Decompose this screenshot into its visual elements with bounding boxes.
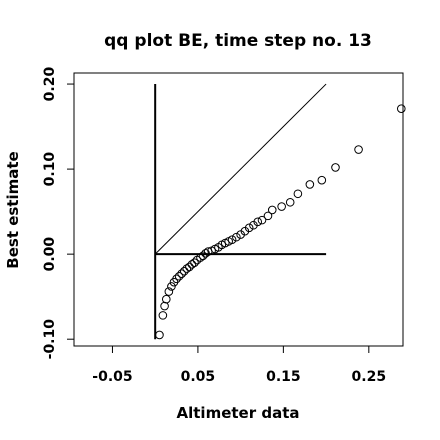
data-point — [285, 197, 295, 207]
y-tick-label: -0.10 — [42, 319, 58, 360]
data-point — [172, 274, 181, 284]
data-point — [196, 253, 205, 262]
data-point — [185, 262, 194, 272]
x-tick-label: 0.05 — [181, 369, 216, 385]
data-point — [257, 215, 267, 225]
data-point — [227, 235, 237, 244]
plot-frame — [73, 72, 404, 347]
data-point — [267, 205, 277, 215]
data-point — [354, 145, 363, 154]
x-tick-label: 0.15 — [266, 369, 301, 385]
data-point — [232, 232, 241, 242]
data-point — [174, 271, 184, 281]
data-point — [190, 258, 199, 267]
data-point — [164, 287, 174, 296]
identity-line — [154, 83, 327, 255]
data-point — [331, 163, 340, 172]
data-point — [317, 175, 327, 185]
x-tick-label: 0.25 — [352, 369, 387, 385]
data-point — [244, 223, 254, 233]
data-points — [155, 104, 406, 340]
data-point — [305, 180, 315, 189]
data-point — [253, 217, 263, 227]
reference-lines — [154, 83, 327, 340]
chart-title: qq plot BE, time step no. 13 — [104, 31, 372, 51]
data-point — [179, 266, 189, 276]
y-axis: -0.10 0.00 0.10 0.20 — [42, 67, 74, 360]
data-point — [277, 202, 286, 211]
data-point — [201, 248, 210, 258]
data-point — [167, 282, 176, 291]
data-point — [158, 311, 168, 320]
x-axis-label: Altimeter data — [177, 404, 300, 422]
data-point — [182, 264, 192, 273]
data-point — [198, 251, 208, 261]
data-point — [293, 189, 303, 199]
data-point — [396, 104, 406, 114]
data-point — [263, 211, 273, 221]
y-tick-label: 0.10 — [42, 152, 58, 187]
y-tick-label: 0.20 — [42, 67, 58, 102]
data-point — [177, 269, 186, 279]
x-tick-label: -0.05 — [92, 369, 132, 385]
x-axis: -0.05 0.05 0.15 0.25 — [92, 346, 386, 385]
y-tick-label: 0.00 — [42, 237, 58, 272]
data-point — [161, 294, 171, 304]
data-point — [155, 330, 164, 340]
y-axis-label: Best estimate — [4, 151, 22, 268]
data-point — [187, 260, 197, 269]
